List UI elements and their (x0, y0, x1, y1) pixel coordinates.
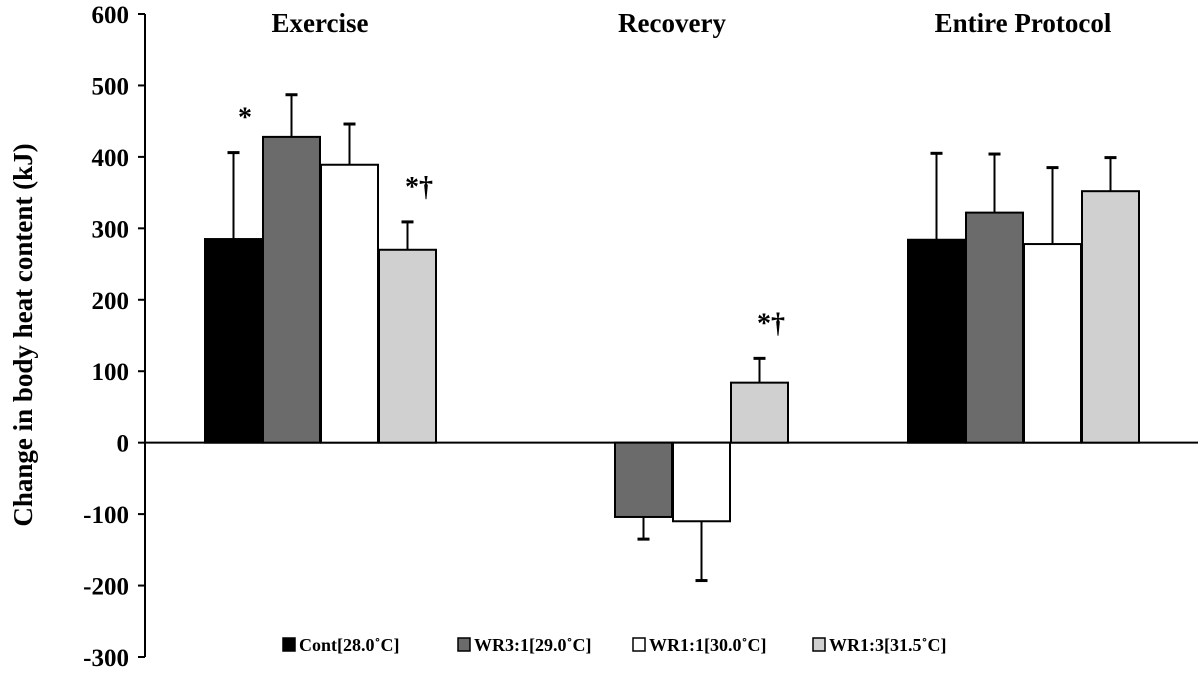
category-label: Entire Protocol (935, 8, 1112, 38)
y-tick-label: 300 (92, 216, 130, 243)
bar (907, 238, 966, 444)
y-tick-label: 600 (92, 2, 130, 29)
legend-label: WR1:1[30.0˚C] (649, 635, 766, 655)
bar (1081, 190, 1140, 444)
bar (262, 135, 321, 444)
bar (320, 163, 379, 444)
legend-swatch (457, 637, 471, 652)
category-label: Exercise (272, 8, 369, 38)
bar (730, 381, 789, 444)
y-tick-label: 100 (92, 359, 130, 386)
y-tick-label: 400 (92, 145, 130, 172)
y-tick-label: -200 (83, 574, 129, 601)
legend-label: WR3:1[29.0˚C] (474, 635, 591, 655)
legend-label: WR1:3[31.5˚C] (829, 635, 946, 655)
legend-label: Cont[28.0˚C] (299, 635, 400, 655)
legend-swatch (812, 637, 826, 652)
y-tick-label: 200 (92, 288, 130, 315)
legend-swatch (282, 637, 296, 652)
y-tick-label: -300 (83, 645, 129, 668)
bar (204, 238, 263, 444)
bar (378, 248, 437, 444)
y-axis-label: Change in body heat content (kJ) (8, 143, 38, 526)
y-tick-label: -100 (83, 502, 129, 529)
significance-marker: *† (757, 308, 785, 339)
significance-marker: *† (405, 172, 433, 203)
y-tick-label: 0 (117, 431, 130, 458)
significance-marker: * (238, 103, 252, 134)
bar (965, 211, 1024, 444)
bar (1023, 243, 1082, 444)
legend-swatch (632, 637, 646, 652)
y-tick-label: 500 (92, 73, 130, 100)
bar (672, 441, 731, 523)
category-label: Recovery (618, 8, 726, 38)
bar (614, 441, 673, 518)
